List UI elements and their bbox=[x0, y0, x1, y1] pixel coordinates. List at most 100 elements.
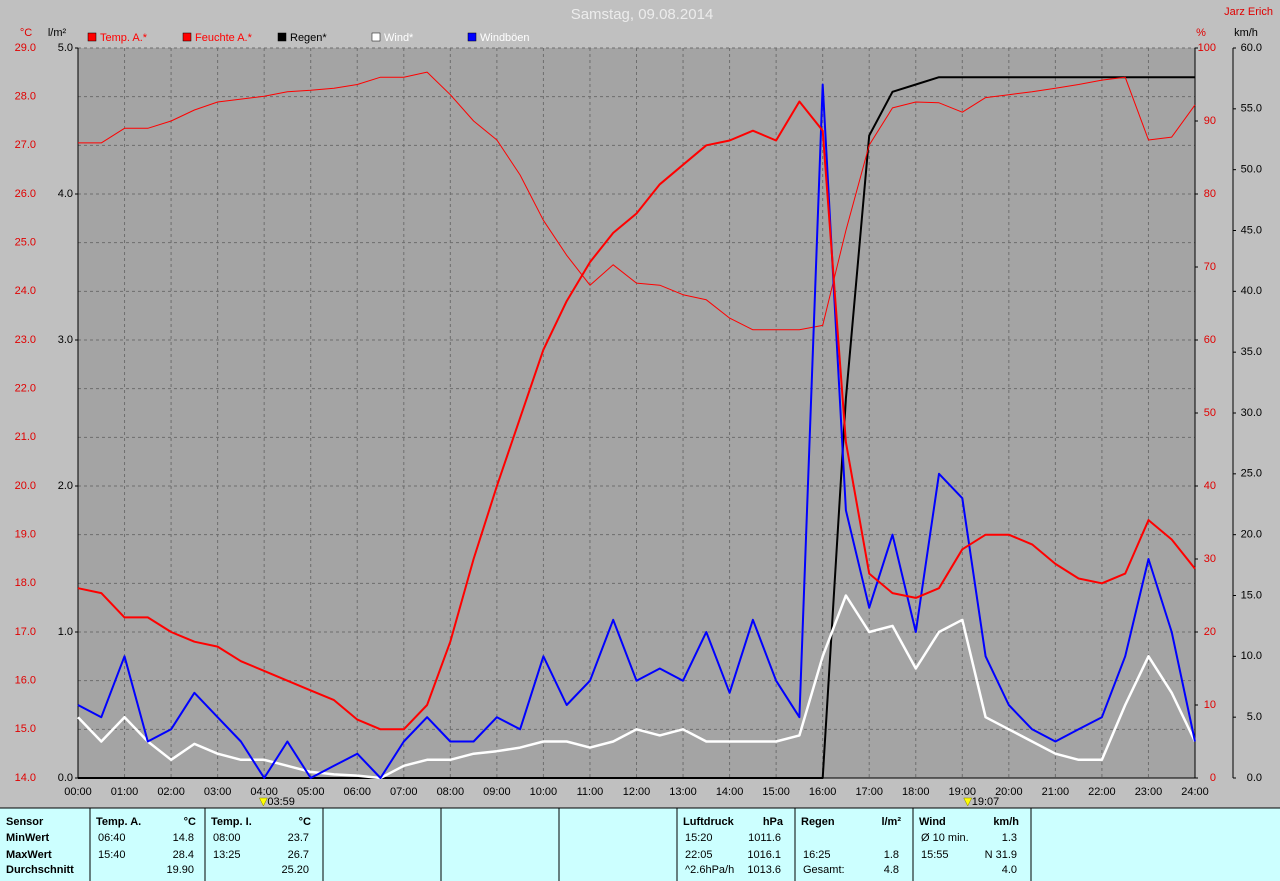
x-tick-label: 10:00 bbox=[530, 786, 558, 798]
stats-row-label: MinWert bbox=[6, 832, 50, 844]
sun-marker bbox=[963, 797, 973, 807]
x-tick-label: 02:00 bbox=[157, 786, 185, 798]
stats-value: 1016.1 bbox=[747, 849, 781, 861]
series-line bbox=[77, 100, 1196, 731]
y-tick-label: 15.0 bbox=[15, 723, 36, 735]
x-tick-label: 01:00 bbox=[111, 786, 139, 798]
x-tick-label: 21:00 bbox=[1042, 786, 1070, 798]
stats-header: Temp. I. bbox=[211, 816, 252, 828]
stats-cell: 06:40 bbox=[98, 832, 126, 844]
y2-tick-label: 50 bbox=[1204, 407, 1216, 419]
x-tick-label: 12:00 bbox=[623, 786, 651, 798]
stats-unit: °C bbox=[299, 816, 311, 828]
stats-value: 26.7 bbox=[288, 849, 309, 861]
y-tick-label: 27.0 bbox=[15, 139, 36, 151]
y2-tick-label: 10 bbox=[1204, 699, 1216, 711]
stats-cell: Gesamt: bbox=[803, 864, 845, 876]
y2-tick-label: 40 bbox=[1204, 480, 1216, 492]
legend-swatch bbox=[87, 32, 97, 42]
legend-label: Feuchte A.* bbox=[195, 32, 253, 44]
stats-value: 1.8 bbox=[884, 849, 899, 861]
series-line bbox=[77, 83, 1196, 779]
x-tick-label: 18:00 bbox=[902, 786, 930, 798]
chart-title: Samstag, 09.08.2014 bbox=[571, 6, 714, 23]
stats-header: Temp. A. bbox=[96, 816, 141, 828]
y4-tick-label: 30.0 bbox=[1241, 407, 1262, 419]
y3-tick-label: 1.0 bbox=[58, 626, 73, 638]
x-tick-label: 00:00 bbox=[64, 786, 92, 798]
y4-tick-label: 45.0 bbox=[1241, 224, 1262, 236]
legend-label: Temp. A.* bbox=[100, 32, 148, 44]
x-tick-label: 08:00 bbox=[437, 786, 465, 798]
y3-axis-title: l/m² bbox=[48, 27, 67, 39]
stats-value: 1011.6 bbox=[748, 832, 781, 844]
y-tick-label: 25.0 bbox=[15, 237, 36, 249]
stats-cell: 15:40 bbox=[98, 849, 126, 861]
stats-row-label: Durchschnitt bbox=[6, 864, 74, 876]
legend-swatch bbox=[277, 32, 287, 42]
x-tick-label: 03:00 bbox=[204, 786, 232, 798]
y-tick-label: 23.0 bbox=[15, 334, 36, 346]
stats-value: N 31.9 bbox=[985, 849, 1017, 861]
stats-unit: °C bbox=[184, 816, 196, 828]
stats-cell: 13:25 bbox=[213, 849, 241, 861]
x-tick-label: 22:00 bbox=[1088, 786, 1116, 798]
legend-label: Regen* bbox=[290, 32, 327, 44]
author: Jarz Erich bbox=[1224, 6, 1273, 18]
y2-tick-label: 60 bbox=[1204, 334, 1216, 346]
y2-tick-label: 30 bbox=[1204, 553, 1216, 565]
stats-value: 4.0 bbox=[1002, 864, 1017, 876]
y4-tick-label: 20.0 bbox=[1241, 529, 1262, 541]
y3-tick-label: 5.0 bbox=[58, 42, 73, 54]
stats-header: Wind bbox=[919, 816, 946, 828]
stats-value: 23.7 bbox=[288, 832, 309, 844]
x-tick-label: 24:00 bbox=[1181, 786, 1209, 798]
legend-label: Windböen bbox=[480, 32, 530, 44]
y-tick-label: 28.0 bbox=[15, 91, 36, 103]
y3-tick-label: 0.0 bbox=[58, 772, 73, 784]
stats-cell: ^2.6hPa/h bbox=[685, 864, 734, 876]
legend-swatch bbox=[371, 32, 381, 42]
y-tick-label: 21.0 bbox=[15, 431, 36, 443]
y4-tick-label: 35.0 bbox=[1241, 346, 1262, 358]
y3-tick-label: 2.0 bbox=[58, 480, 73, 492]
stats-value: 1013.6 bbox=[747, 864, 781, 876]
y-axis-title: °C bbox=[20, 27, 32, 39]
x-tick-label: 13:00 bbox=[669, 786, 697, 798]
legend-swatch bbox=[182, 32, 192, 42]
stats-cell: 15:20 bbox=[685, 832, 713, 844]
stats-value: 25.20 bbox=[281, 864, 309, 876]
x-tick-label: 05:00 bbox=[297, 786, 325, 798]
stats-row-label: MaxWert bbox=[6, 849, 52, 861]
x-tick-label: 17:00 bbox=[855, 786, 883, 798]
y-tick-label: 14.0 bbox=[15, 772, 36, 784]
y4-tick-label: 15.0 bbox=[1241, 589, 1262, 601]
y-tick-label: 17.0 bbox=[15, 626, 36, 638]
y4-tick-label: 50.0 bbox=[1241, 164, 1262, 176]
y-tick-label: 20.0 bbox=[15, 480, 36, 492]
stats-value: 14.8 bbox=[173, 832, 194, 844]
y2-tick-label: 100 bbox=[1198, 42, 1216, 54]
y-tick-label: 24.0 bbox=[15, 285, 36, 297]
stats-header: Luftdruck bbox=[683, 816, 735, 828]
stats-value: 1.3 bbox=[1002, 832, 1017, 844]
y-tick-label: 22.0 bbox=[15, 383, 36, 395]
y3-tick-label: 4.0 bbox=[58, 188, 73, 200]
stats-cell: 08:00 bbox=[213, 832, 241, 844]
stats-cell: 15:55 bbox=[921, 849, 949, 861]
y2-tick-label: 70 bbox=[1204, 261, 1216, 273]
x-tick-label: 04:00 bbox=[250, 786, 278, 798]
y-tick-label: 29.0 bbox=[15, 42, 36, 54]
stats-panel bbox=[0, 808, 1280, 881]
x-tick-label: 07:00 bbox=[390, 786, 418, 798]
y4-tick-label: 40.0 bbox=[1241, 285, 1262, 297]
y4-tick-label: 60.0 bbox=[1241, 42, 1262, 54]
legend-label: Wind* bbox=[384, 32, 414, 44]
y4-tick-label: 5.0 bbox=[1247, 711, 1262, 723]
y2-axis-title: % bbox=[1196, 27, 1206, 39]
y-tick-label: 16.0 bbox=[15, 675, 36, 687]
stats-value: 4.8 bbox=[884, 864, 899, 876]
y2-tick-label: 0 bbox=[1210, 772, 1216, 784]
